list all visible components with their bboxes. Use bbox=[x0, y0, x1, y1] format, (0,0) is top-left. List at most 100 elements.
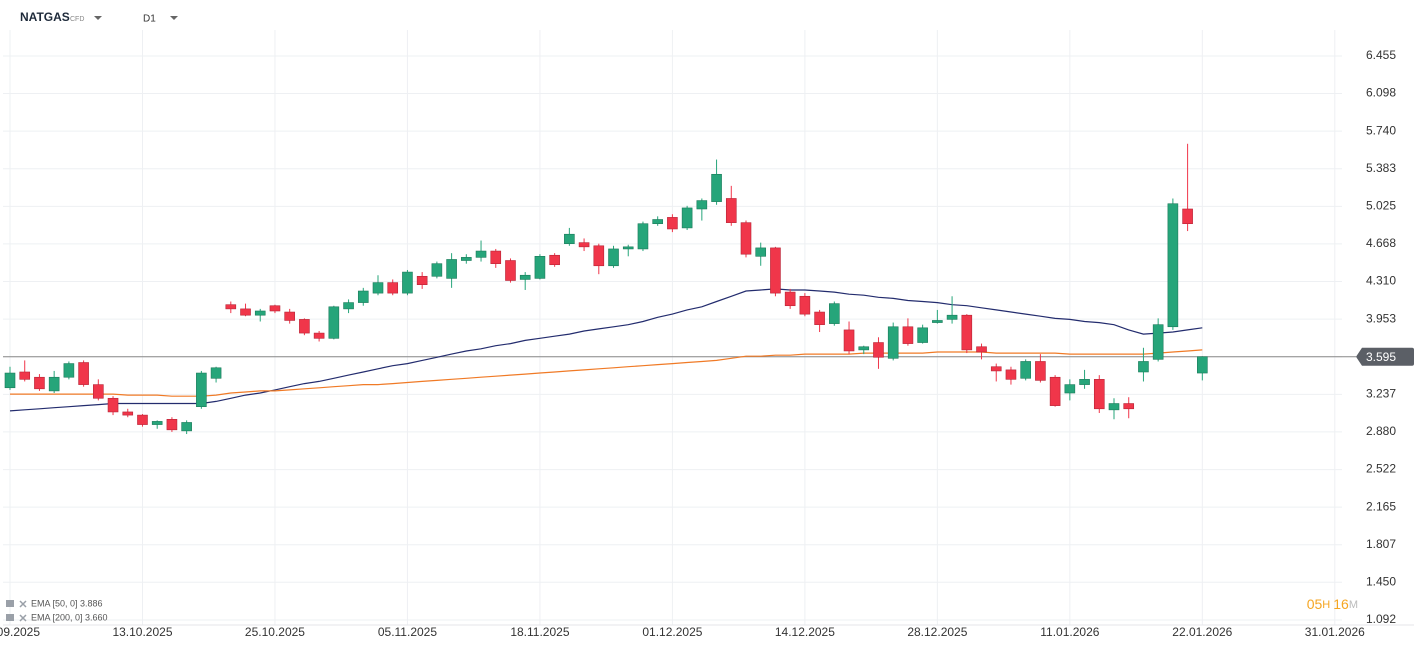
candle-body bbox=[564, 233, 575, 244]
timeframe[interactable]: D1 bbox=[143, 14, 156, 25]
candle-body bbox=[122, 411, 134, 416]
candle-body bbox=[196, 372, 207, 407]
legend-remove bbox=[19, 614, 27, 622]
candle-body bbox=[387, 282, 399, 294]
candle-body bbox=[254, 310, 266, 316]
legend-label: EMA [200, 0] 3.660 bbox=[31, 612, 108, 622]
y-tick-label: 5.025 bbox=[1366, 199, 1396, 213]
candle-body bbox=[19, 371, 31, 380]
symbol-dropdown[interactable] bbox=[94, 16, 102, 20]
x-tick-label: 13.10.2025 bbox=[112, 625, 172, 639]
candle-body bbox=[181, 422, 192, 432]
candle-body bbox=[402, 271, 413, 294]
timeframe-dropdown[interactable] bbox=[170, 16, 178, 20]
candle-body bbox=[873, 342, 884, 358]
candle-body bbox=[4, 372, 16, 389]
candle-body bbox=[887, 326, 899, 359]
candle-body bbox=[578, 242, 590, 248]
candle-body bbox=[711, 173, 722, 202]
x-tick-label: 25.10.2025 bbox=[245, 625, 305, 639]
candle-body bbox=[431, 263, 443, 277]
y-tick-label: 1.092 bbox=[1366, 612, 1396, 626]
legend-label: EMA [50, 0] 3.886 bbox=[31, 598, 103, 608]
candle-body bbox=[976, 346, 987, 353]
candle-body bbox=[269, 305, 281, 312]
candle-body bbox=[1035, 361, 1046, 381]
candle-body bbox=[225, 304, 237, 310]
candle-body bbox=[328, 306, 340, 339]
candle-body bbox=[343, 302, 354, 310]
y-tick-label: 2.880 bbox=[1366, 424, 1396, 438]
x-tick-label: 05.11.2025 bbox=[378, 625, 437, 639]
candle-body bbox=[990, 366, 1002, 372]
price-tag-label: 3.595 bbox=[1366, 350, 1396, 364]
candle-body bbox=[1020, 361, 1031, 379]
candle-body bbox=[696, 200, 708, 210]
candle-body bbox=[814, 311, 825, 325]
instrument-type: CFD bbox=[70, 16, 84, 23]
candle-body bbox=[446, 259, 457, 279]
candle-body bbox=[519, 274, 531, 280]
candle-body bbox=[932, 320, 943, 323]
candle-body bbox=[166, 419, 178, 431]
candle-body bbox=[1108, 403, 1120, 411]
candle-body bbox=[34, 376, 45, 390]
candle-body bbox=[475, 250, 487, 258]
candle-body bbox=[917, 327, 928, 343]
candle-body bbox=[593, 245, 605, 267]
candle-body bbox=[784, 291, 796, 307]
candle-body bbox=[534, 256, 546, 279]
candle-body bbox=[63, 363, 75, 378]
candle-body bbox=[505, 260, 516, 281]
candle-body bbox=[1182, 208, 1193, 225]
candle-body bbox=[1005, 369, 1017, 380]
price-tag bbox=[1356, 347, 1414, 366]
x-tick-label: 01.12.2025 bbox=[642, 625, 702, 639]
symbol[interactable]: NATGAS bbox=[20, 10, 70, 24]
candle-body bbox=[740, 222, 752, 255]
ema-line bbox=[10, 349, 1203, 397]
candle-body bbox=[151, 421, 163, 425]
candle-body bbox=[755, 247, 767, 257]
candle-body bbox=[549, 254, 560, 266]
candle-body bbox=[284, 311, 295, 321]
candle-body bbox=[902, 326, 914, 344]
y-tick-label: 3.237 bbox=[1366, 387, 1396, 401]
candle-body bbox=[725, 198, 737, 223]
y-tick-label: 2.165 bbox=[1366, 499, 1396, 513]
candle-body bbox=[210, 367, 222, 379]
x-tick-label: 18.11.2025 bbox=[510, 625, 569, 639]
candle-body bbox=[357, 290, 369, 303]
y-tick-label: 5.383 bbox=[1366, 161, 1396, 175]
legend-icon[interactable] bbox=[6, 600, 14, 607]
candle-body bbox=[1064, 384, 1076, 394]
y-tick-label: 5.740 bbox=[1366, 123, 1396, 137]
candle-body bbox=[107, 397, 119, 413]
candle-body bbox=[299, 319, 310, 334]
candle-body bbox=[137, 414, 148, 425]
y-tick-label: 4.668 bbox=[1366, 236, 1396, 250]
candle-body bbox=[946, 314, 958, 320]
candle-body bbox=[78, 362, 89, 385]
candle-body bbox=[652, 219, 663, 225]
candle-body bbox=[829, 303, 840, 324]
x-tick-label: 14.12.2025 bbox=[775, 625, 835, 639]
candle-body bbox=[843, 329, 855, 352]
x-tick-label: 22.01.2026 bbox=[1172, 625, 1232, 639]
candle-body bbox=[1123, 403, 1135, 410]
candle-body bbox=[48, 376, 60, 392]
y-tick-label: 6.098 bbox=[1366, 86, 1396, 100]
candle-body bbox=[799, 295, 811, 315]
legend-icon[interactable] bbox=[6, 614, 14, 621]
candle-body bbox=[770, 247, 781, 294]
y-tick-label: 1.450 bbox=[1366, 574, 1396, 588]
legend-remove bbox=[19, 600, 27, 608]
x-tick-label: 30.09.2025 bbox=[0, 625, 40, 639]
y-tick-label: 1.807 bbox=[1366, 537, 1396, 551]
candle-body bbox=[93, 384, 104, 399]
y-tick-label: 3.953 bbox=[1366, 311, 1396, 325]
candle-body bbox=[416, 275, 428, 285]
candle-body bbox=[1049, 376, 1061, 406]
y-tick-label: 4.310 bbox=[1366, 274, 1396, 288]
